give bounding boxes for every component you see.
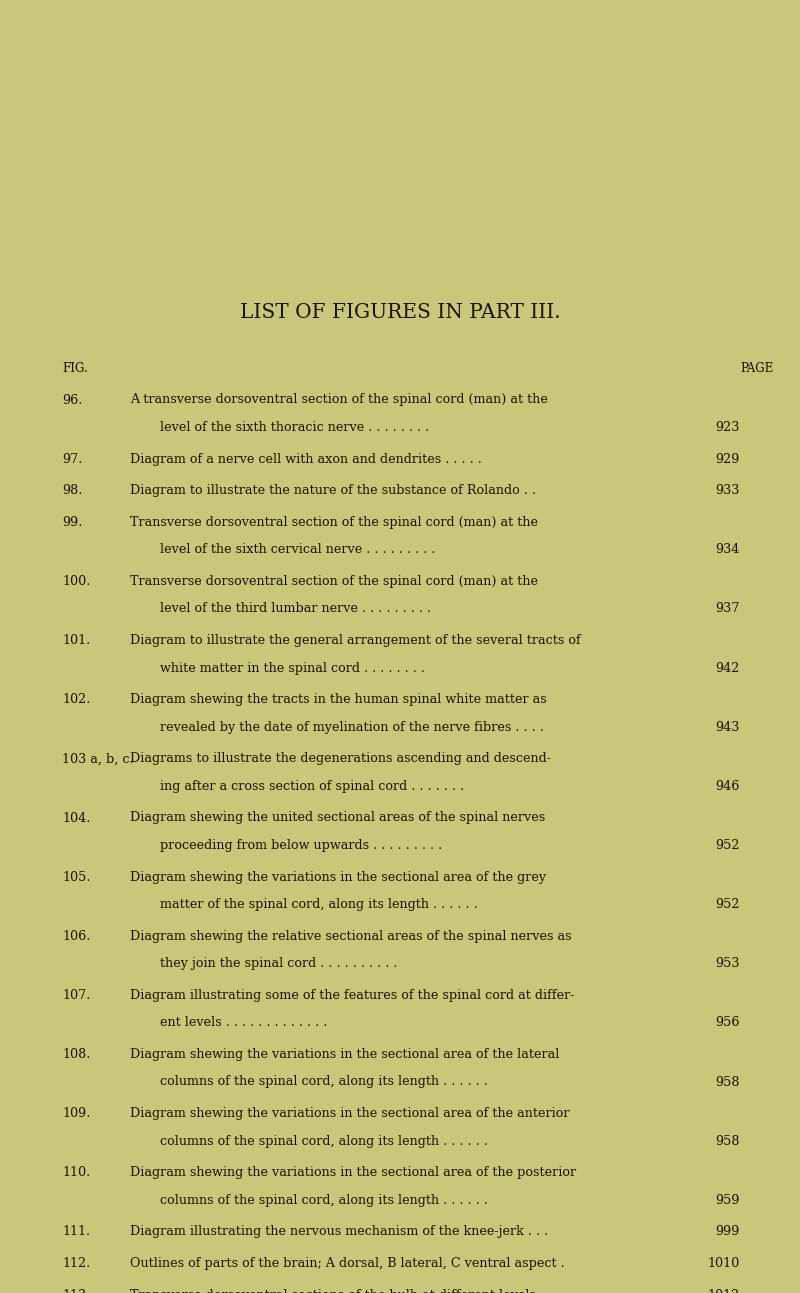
Text: 959: 959 [715,1193,740,1206]
Text: Diagram shewing the united sectional areas of the spinal nerves: Diagram shewing the united sectional are… [130,812,546,825]
Text: Diagram shewing the variations in the sectional area of the posterior: Diagram shewing the variations in the se… [130,1166,576,1179]
Text: PAGE: PAGE [740,362,774,375]
Text: Diagram shewing the tracts in the human spinal white matter as: Diagram shewing the tracts in the human … [130,693,546,706]
Text: 933: 933 [716,485,740,498]
Text: 97.: 97. [62,453,82,465]
Text: ent levels . . . . . . . . . . . . .: ent levels . . . . . . . . . . . . . [160,1016,327,1029]
Text: 934: 934 [716,543,740,556]
Text: 958: 958 [715,1135,740,1148]
Text: 101.: 101. [62,634,90,646]
Text: 98.: 98. [62,485,82,498]
Text: Transverse dorsoventral section of the spinal cord (man) at the: Transverse dorsoventral section of the s… [130,575,538,588]
Text: 952: 952 [715,899,740,912]
Text: 111.: 111. [62,1226,90,1239]
Text: level of the sixth thoracic nerve . . . . . . . .: level of the sixth thoracic nerve . . . … [160,422,430,434]
Text: 956: 956 [715,1016,740,1029]
Text: 958: 958 [715,1076,740,1089]
Text: A transverse dorsoventral section of the spinal cord (man) at the: A transverse dorsoventral section of the… [130,393,548,406]
Text: Diagrams to illustrate the degenerations ascending and descend-: Diagrams to illustrate the degenerations… [130,753,551,765]
Text: columns of the spinal cord, along its length . . . . . .: columns of the spinal cord, along its le… [160,1076,488,1089]
Text: 109.: 109. [62,1107,90,1120]
Text: Diagram to illustrate the nature of the substance of Rolando . .: Diagram to illustrate the nature of the … [130,485,536,498]
Text: 923: 923 [716,422,740,434]
Text: 113.: 113. [62,1289,90,1293]
Text: level of the third lumbar nerve . . . . . . . . .: level of the third lumbar nerve . . . . … [160,603,431,615]
Text: Diagram shewing the variations in the sectional area of the lateral: Diagram shewing the variations in the se… [130,1049,559,1062]
Text: 107.: 107. [62,989,90,1002]
Text: Outlines of parts of the brain; A dorsal, B lateral, C ventral aspect .: Outlines of parts of the brain; A dorsal… [130,1257,565,1270]
Text: Transverse dorsoventral section of the spinal cord (man) at the: Transverse dorsoventral section of the s… [130,516,538,529]
Text: revealed by the date of myelination of the nerve fibres . . . .: revealed by the date of myelination of t… [160,720,544,733]
Text: columns of the spinal cord, along its length . . . . . .: columns of the spinal cord, along its le… [160,1193,488,1206]
Text: 103 a, b, c.: 103 a, b, c. [62,753,134,765]
Text: Transverse dorsoventral sections of the bulb at different levels . .: Transverse dorsoventral sections of the … [130,1289,552,1293]
Text: 108.: 108. [62,1049,90,1062]
Text: 112.: 112. [62,1257,90,1270]
Text: 946: 946 [716,780,740,793]
Text: 99.: 99. [62,516,82,529]
Text: 110.: 110. [62,1166,90,1179]
Text: FIG.: FIG. [62,362,88,375]
Text: Diagram to illustrate the general arrangement of the several tracts of: Diagram to illustrate the general arrang… [130,634,581,646]
Text: level of the sixth cervical nerve . . . . . . . . .: level of the sixth cervical nerve . . . … [160,543,435,556]
Text: 106.: 106. [62,930,90,943]
Text: Diagram shewing the variations in the sectional area of the grey: Diagram shewing the variations in the se… [130,870,546,883]
Text: 942: 942 [716,662,740,675]
Text: Diagram shewing the relative sectional areas of the spinal nerves as: Diagram shewing the relative sectional a… [130,930,572,943]
Text: Diagram of a nerve cell with axon and dendrites . . . . .: Diagram of a nerve cell with axon and de… [130,453,482,465]
Text: LIST OF FIGURES IN PART III.: LIST OF FIGURES IN PART III. [240,303,560,322]
Text: proceeding from below upwards . . . . . . . . .: proceeding from below upwards . . . . . … [160,839,442,852]
Text: 952: 952 [715,839,740,852]
Text: 100.: 100. [62,575,90,588]
Text: 104.: 104. [62,812,90,825]
Text: 1010: 1010 [708,1257,740,1270]
Text: 943: 943 [716,720,740,733]
Text: 1012: 1012 [708,1289,740,1293]
Text: 999: 999 [716,1226,740,1239]
Text: 953: 953 [715,957,740,970]
Text: 929: 929 [716,453,740,465]
Text: 102.: 102. [62,693,90,706]
Text: they join the spinal cord . . . . . . . . . .: they join the spinal cord . . . . . . . … [160,957,398,970]
Text: ing after a cross section of spinal cord . . . . . . .: ing after a cross section of spinal cord… [160,780,464,793]
Text: 96.: 96. [62,393,82,406]
Text: 937: 937 [716,603,740,615]
Text: 105.: 105. [62,870,90,883]
Text: matter of the spinal cord, along its length . . . . . .: matter of the spinal cord, along its len… [160,899,478,912]
Text: Diagram shewing the variations in the sectional area of the anterior: Diagram shewing the variations in the se… [130,1107,570,1120]
Text: Diagram illustrating the nervous mechanism of the knee-jerk . . .: Diagram illustrating the nervous mechani… [130,1226,548,1239]
Text: white matter in the spinal cord . . . . . . . .: white matter in the spinal cord . . . . … [160,662,425,675]
Text: columns of the spinal cord, along its length . . . . . .: columns of the spinal cord, along its le… [160,1135,488,1148]
Text: Diagram illustrating some of the features of the spinal cord at differ-: Diagram illustrating some of the feature… [130,989,574,1002]
